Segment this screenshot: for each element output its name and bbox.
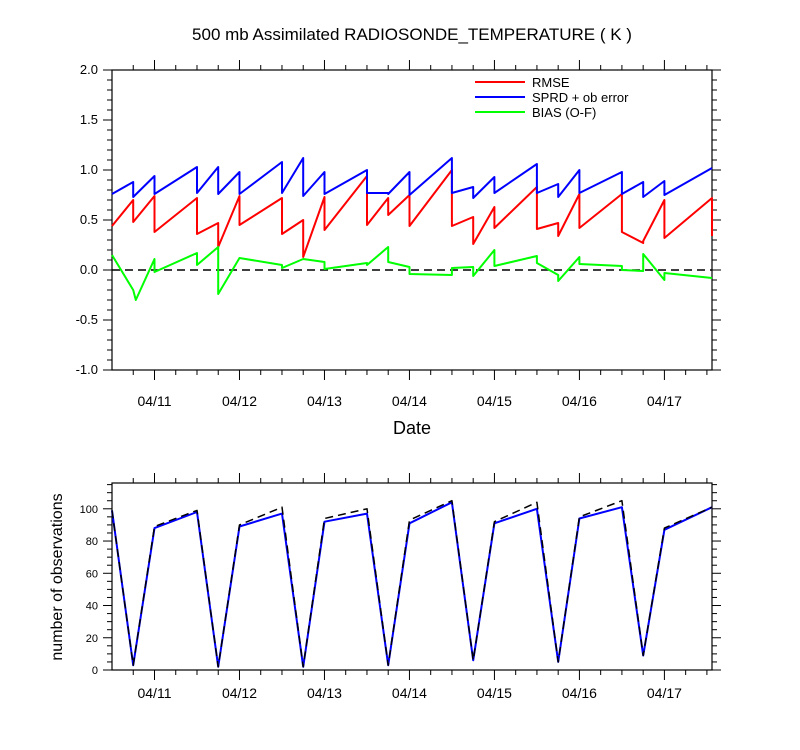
top-chart-xlabel: Date: [393, 418, 431, 438]
y-tick-label: 40: [86, 601, 98, 613]
x-tick-label: 04/15: [477, 685, 512, 701]
bottom-chart-ylabel: number of observations: [49, 493, 66, 660]
x-tick-label: 04/12: [222, 685, 257, 701]
x-tick-label: 04/13: [307, 685, 342, 701]
y-tick-label: 60: [86, 568, 98, 580]
x-tick-label: 04/16: [562, 685, 597, 701]
x-tick-label: 04/16: [562, 393, 597, 409]
x-tick-label: 04/12: [222, 393, 257, 409]
sprd-series-line: [111, 157, 713, 199]
x-tick-label: 04/14: [392, 393, 427, 409]
assimilated-obs-line: [111, 501, 713, 668]
top-plot-area: 2.0 1.5 1.0 0.5 0.0 -0.5 -1.0 04/11 04/12 04/13 04…: [76, 60, 721, 409]
legend-bias-label: BIAS (O-F): [532, 105, 596, 120]
x-tick-label: 04/13: [307, 393, 342, 409]
top-chart-title: 500 mb Assimilated RADIOSONDE_TEMPERATUR…: [192, 25, 632, 44]
x-tick-label: 04/15: [477, 393, 512, 409]
y-tick-label: 0: [92, 665, 98, 677]
y-tick-label: 2.0: [80, 62, 98, 77]
x-tick-label: 04/11: [137, 685, 171, 701]
x-tick-label: 04/11: [137, 393, 171, 409]
y-tick-label: -0.5: [76, 312, 98, 327]
plot-frame: [111, 482, 713, 671]
y-tick-label: 0.5: [80, 212, 98, 227]
y-tick-label: -1.0: [76, 362, 98, 377]
total-obs-dashed-line: [111, 499, 713, 668]
x-tick-label: 04/17: [647, 685, 682, 701]
legend-rmse-label: RMSE: [532, 75, 570, 90]
legend-sprd-label: SPRD + ob error: [532, 90, 629, 105]
y-tick-label: 20: [86, 633, 98, 645]
x-tick-label: 04/14: [392, 685, 427, 701]
bottom-plot-area: 0 20 40 60 80 100 04/11 04/12 04/13 04/14 04/15 04/…: [80, 473, 721, 701]
bias-series-line: [111, 246, 713, 301]
y-tick-label: 80: [86, 536, 98, 548]
y-tick-label: 1.5: [80, 112, 98, 127]
y-tick-label: 1.0: [80, 162, 98, 177]
y-tick-label: 100: [80, 504, 98, 516]
y-tick-label: 0.0: [80, 262, 98, 277]
x-tick-label: 04/17: [647, 393, 682, 409]
